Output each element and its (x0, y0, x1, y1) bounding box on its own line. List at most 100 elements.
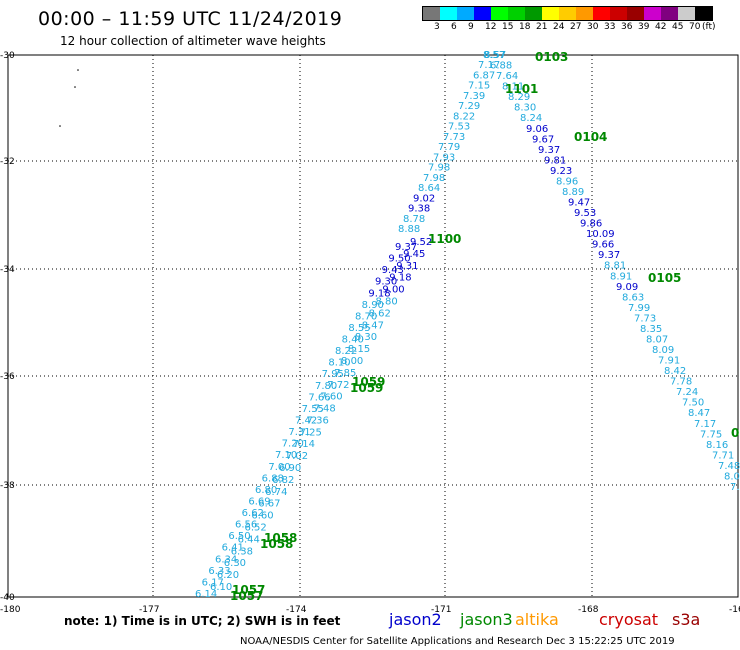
track-value: 7.93 (433, 152, 455, 163)
track-value: 8.57 (484, 50, 506, 61)
track-value: 6.41 (222, 543, 244, 554)
track-value: 8.63 (622, 292, 644, 303)
time-label: 1059 (352, 375, 385, 389)
track-value: 9.47 (568, 198, 590, 209)
track-value: 8.35 (640, 324, 662, 335)
legend-label: 15 (502, 22, 514, 32)
track-value: 7.71 (712, 450, 734, 461)
track-value: 6.50 (228, 531, 250, 542)
track-value: 9.86 (580, 219, 602, 230)
track-value: 8.88 (398, 224, 420, 235)
lon-tick-label: -171 (431, 605, 451, 615)
footer-note: note: 1) Time is in UTC; 2) SWH is in fe… (64, 614, 341, 628)
legend-label: 70 (689, 22, 701, 32)
legend-labels: 3 6 9 12 15 18 21 24 27 30 33 36 39 42 45 70 (ft) (422, 22, 740, 34)
track-value: 8.22 (453, 111, 475, 122)
legend-label: 36 (621, 22, 633, 32)
track-value: 6.60 (251, 511, 273, 522)
legend-swatch-13 (644, 7, 661, 20)
lat-tick-label: -34 (0, 265, 15, 275)
track-value: 6.33 (208, 566, 230, 577)
satellite-altika: altika (515, 610, 559, 629)
track-value: 6.82 (272, 475, 294, 486)
track-value: 7.73 (634, 313, 656, 324)
track-value: 8.55 (348, 323, 370, 334)
track-value: 7.29 (458, 101, 480, 112)
track-value: 7.4 (730, 482, 740, 493)
legend-swatch-5 (508, 7, 525, 20)
track-value: 7.60 (320, 392, 342, 403)
track-value: 6.88 (262, 473, 284, 484)
track-value: 7.24 (676, 387, 698, 398)
track-value: 6.20 (217, 570, 239, 581)
track-value: 8.24 (520, 113, 542, 124)
track-value: 6.62 (242, 508, 264, 519)
track-value: 7.36 (307, 415, 329, 426)
lon-tick-label: -180 (0, 605, 21, 615)
track-value: 9.53 (574, 208, 596, 219)
track-value: 7.15 (468, 81, 490, 92)
track-value: 7.73 (443, 132, 465, 143)
time-label: 1059 (350, 381, 383, 395)
track-value: 9.45 (403, 249, 425, 260)
legend-label: 12 (485, 22, 497, 32)
chart-title: 00:00 – 11:59 UTC 11/24/2019 (38, 8, 343, 30)
track-value: 7.75 (700, 429, 722, 440)
legend-swatch-14 (661, 7, 678, 20)
legend-swatch-1 (440, 7, 457, 20)
track-value: 7.64 (496, 71, 518, 82)
legend-label: 30 (587, 22, 599, 32)
lat-tick-label: -36 (0, 372, 15, 382)
track-value: 7.98 (428, 163, 450, 174)
legend-swatch-0 (423, 7, 440, 20)
track-value: 6.88 (490, 61, 512, 72)
track-value: 8.16 (706, 440, 728, 451)
track-value: 7.31 (288, 427, 310, 438)
track-value: 7.98 (423, 173, 445, 184)
legend-label: 3 (434, 22, 440, 32)
track-value: 6.34 (215, 554, 237, 565)
track-value: 7.50 (682, 398, 704, 409)
track-value: 9.37 (538, 145, 560, 156)
time-label: 1101 (505, 82, 538, 96)
track-value: 8.30 (514, 103, 536, 114)
track-value: 8.78 (403, 214, 425, 225)
satellite-jason3: jason3 (460, 610, 513, 629)
legend-label: 39 (638, 22, 650, 32)
track-value: 6.74 (265, 487, 287, 498)
track-value: 8.64 (418, 183, 440, 194)
track-value: 8.40 (342, 335, 364, 346)
island-dot (74, 86, 76, 88)
color-legend (422, 6, 713, 21)
track-value: 7.85 (334, 368, 356, 379)
track-value: 7.53 (448, 122, 470, 133)
time-label: 0 (731, 426, 739, 440)
track-value: 6.67 (258, 499, 280, 510)
legend-label: 21 (536, 22, 548, 32)
track-value: 7.80 (315, 381, 337, 392)
track-value: 7.91 (658, 356, 680, 367)
track-value: 7.79 (438, 142, 460, 153)
time-label: 1058 (260, 537, 293, 551)
legend-swatch-9 (576, 7, 593, 20)
footer-credit: NOAA/NESDIS Center for Satellite Applica… (240, 636, 675, 647)
track-value: 7.25 (300, 427, 322, 438)
track-value: 9.52 (410, 237, 432, 248)
track-value: 6.30 (224, 558, 246, 569)
track-value: 8.30 (355, 332, 377, 343)
track-value: 7.02 (286, 451, 308, 462)
track-value: 8.10 (328, 358, 350, 369)
track-value: 8.70 (355, 311, 377, 322)
track-value: 8.96 (556, 176, 578, 187)
legend-swatch-3 (474, 7, 491, 20)
legend-swatch-16 (695, 7, 712, 20)
track-value: 9.09 (616, 282, 638, 293)
track-value: 8.57 (483, 50, 505, 61)
track-value: 7.10 (275, 450, 297, 461)
track-value: 7.66 (308, 392, 330, 403)
track-value: 7.00 (268, 462, 290, 473)
legend-swatch-15 (678, 7, 695, 20)
track-value: 9.23 (550, 166, 572, 177)
track-value: 8.15 (348, 344, 370, 355)
track-value: 7.55 (302, 404, 324, 415)
